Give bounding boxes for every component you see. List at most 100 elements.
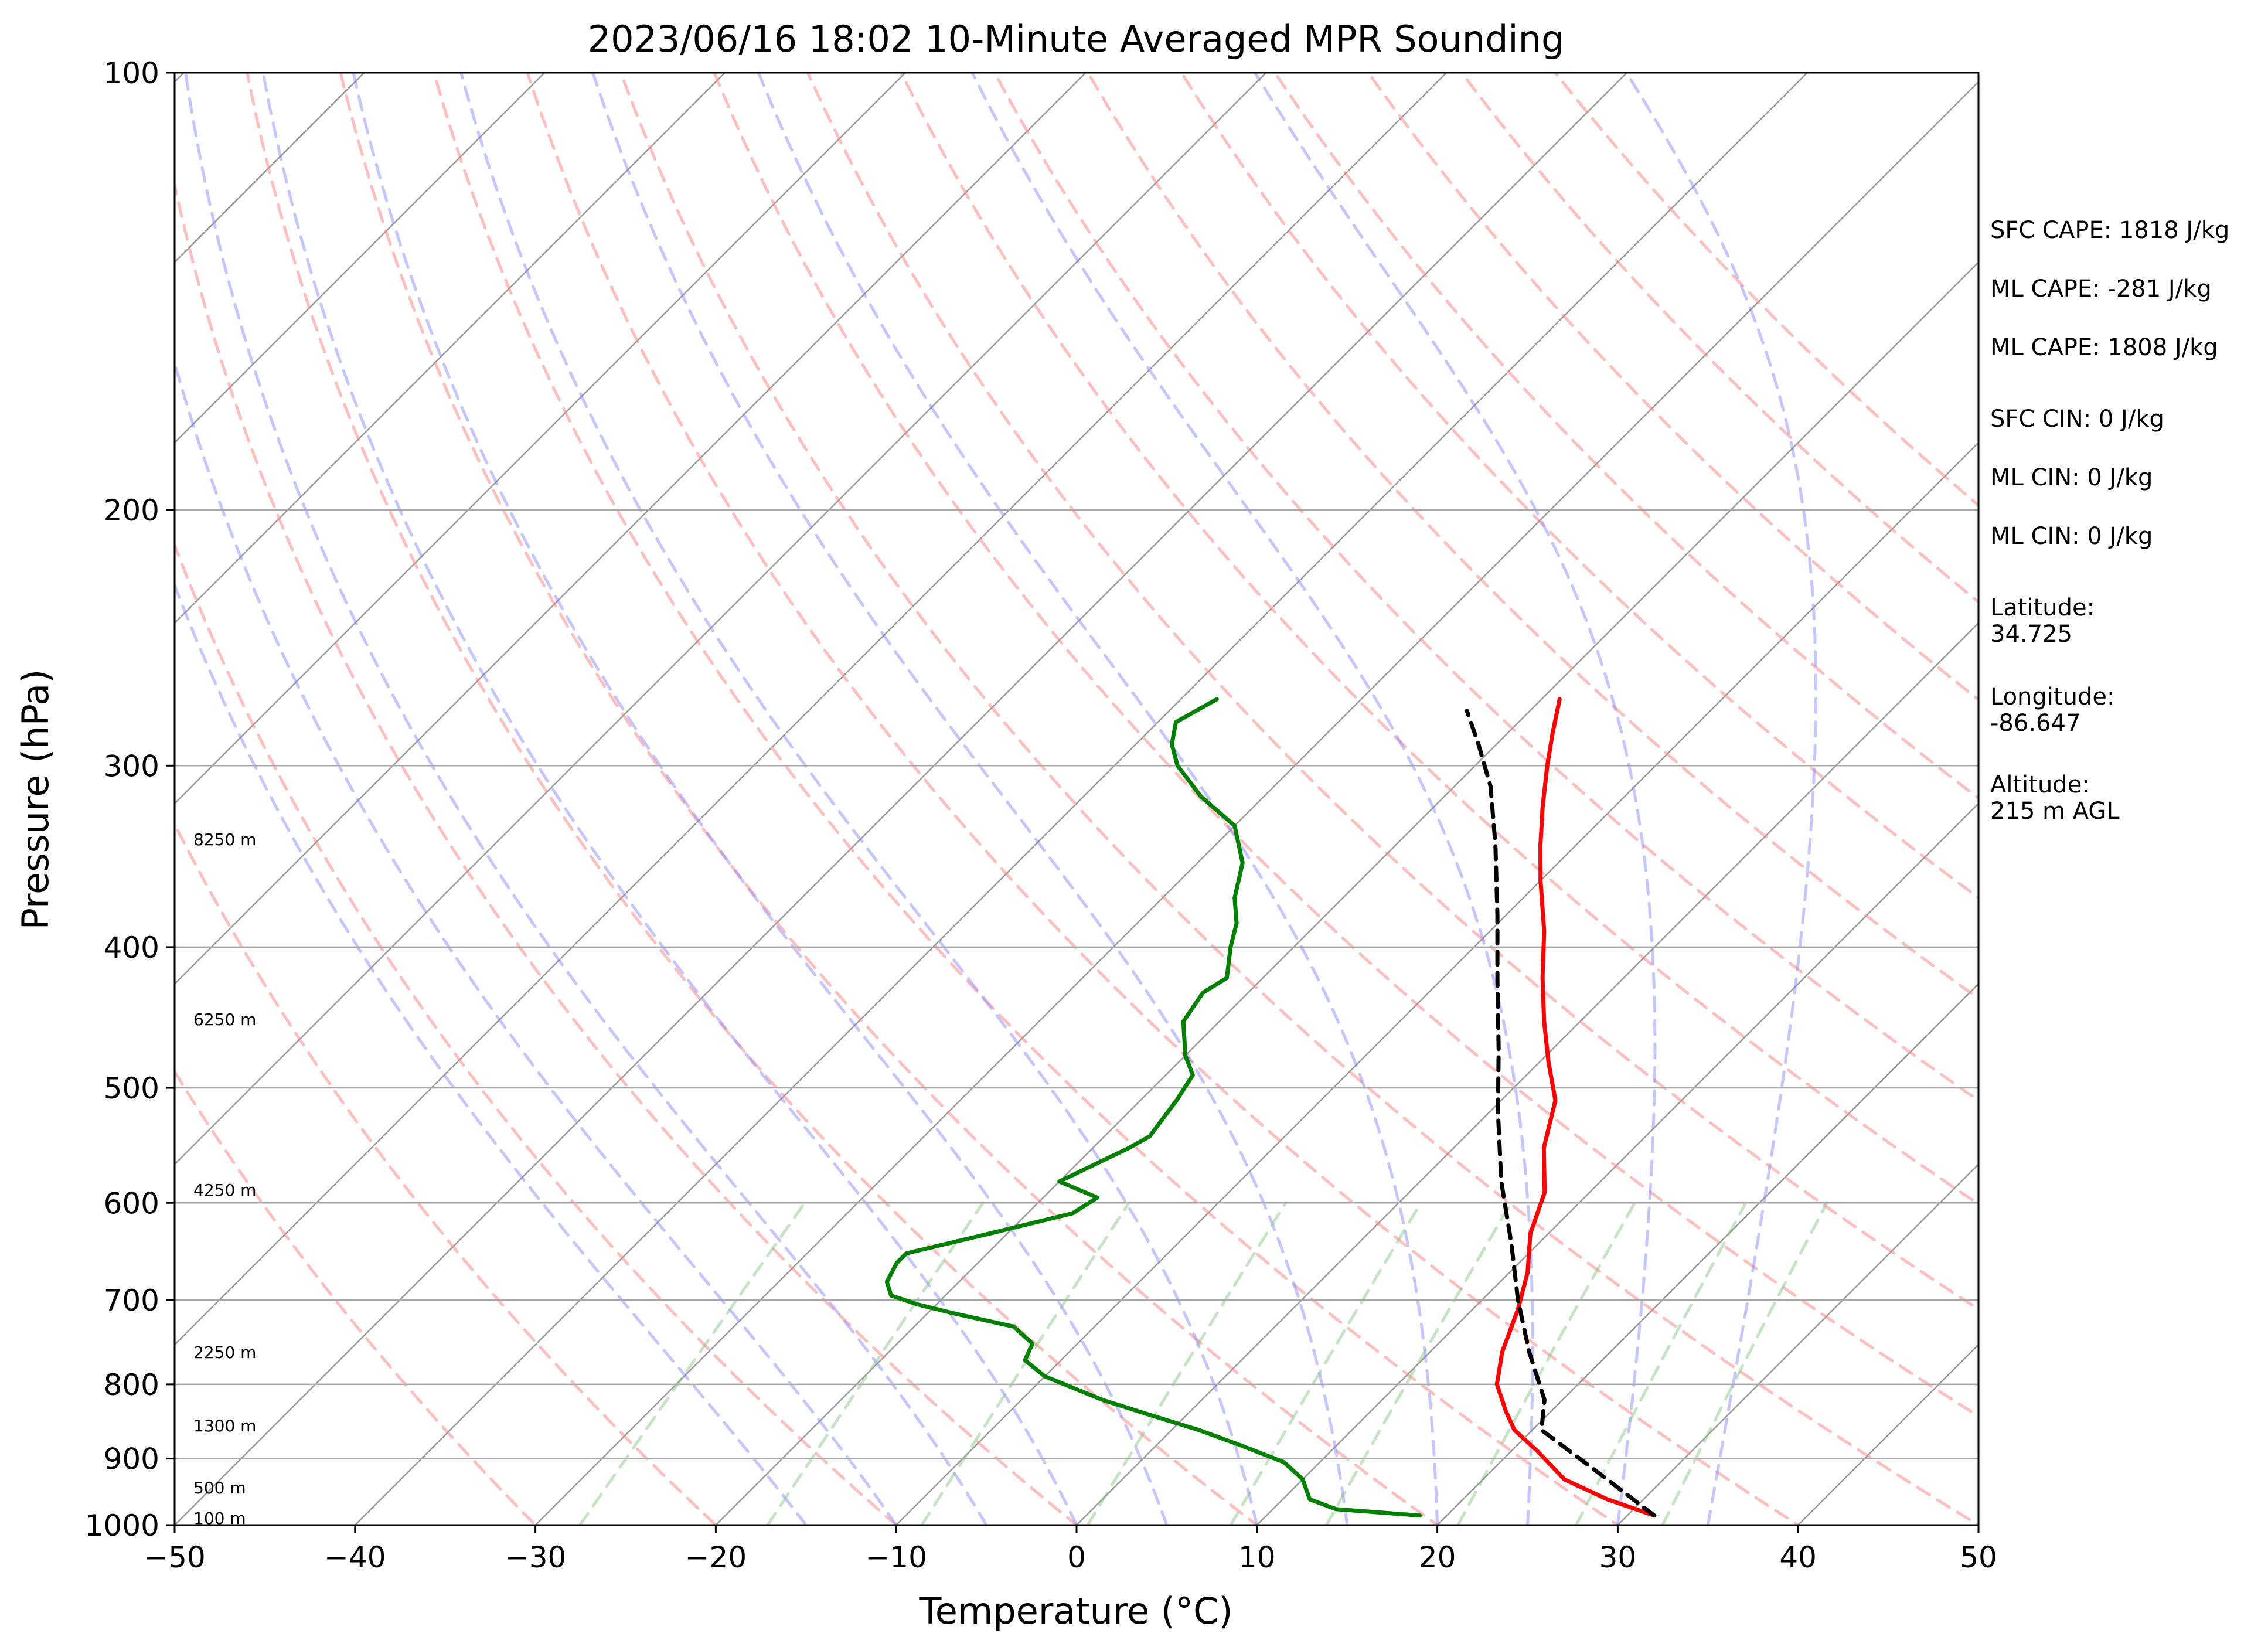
altitude-label: 100 m bbox=[193, 1509, 246, 1528]
y-tick-label: 400 bbox=[104, 931, 159, 965]
dry-adiabat-line bbox=[1086, 73, 1978, 1001]
y-axis-ticks: 100 200 300 400 500 600 700 800 900 1000 bbox=[85, 56, 175, 1543]
isotherm-line bbox=[1436, 982, 1978, 1525]
y-tick-label: 1000 bbox=[85, 1509, 159, 1543]
dry-adiabat-line bbox=[1553, 73, 1978, 508]
moist-adiabat-line bbox=[352, 73, 1169, 1525]
location-label: Longitude: bbox=[1990, 683, 2114, 710]
mixing-ratio-line bbox=[1086, 1201, 1288, 1525]
isotherm-line bbox=[895, 441, 1978, 1525]
moist-adiabat-line bbox=[175, 358, 898, 1525]
isotherm-line bbox=[534, 80, 1978, 1525]
isotherm-line bbox=[1256, 802, 1978, 1525]
mixing-ratio-line bbox=[920, 1201, 1130, 1525]
mixing-ratio-line bbox=[578, 1201, 806, 1525]
isotherm-line bbox=[175, 73, 726, 624]
stat-line: ML CAPE: -281 J/kg bbox=[1990, 275, 2212, 302]
x-tick-label: −50 bbox=[144, 1540, 206, 1574]
altitude-label: 4250 m bbox=[193, 1180, 256, 1200]
y-tick-label: 200 bbox=[104, 494, 159, 528]
altitude-label: 2250 m bbox=[193, 1343, 256, 1362]
dry-adiabat-line bbox=[246, 73, 1260, 1525]
isotherm-line bbox=[175, 73, 907, 805]
moist-adiabat-line bbox=[1625, 73, 1818, 1525]
x-tick-label: −30 bbox=[505, 1540, 567, 1574]
isotherm-line bbox=[175, 73, 1268, 1166]
dewpoint-line bbox=[884, 697, 1422, 1518]
moist-adiabat-line bbox=[459, 73, 1259, 1525]
altitude-labels: 8250 m 6250 m 4250 m 2250 m 1300 m 500 m 100 m bbox=[193, 830, 256, 1528]
isotherm-line bbox=[175, 73, 546, 444]
moist-adiabat-line bbox=[184, 73, 988, 1525]
y-tick-label: 500 bbox=[104, 1071, 159, 1105]
mixing-ratio-line bbox=[1456, 1201, 1636, 1525]
stat-line: ML CIN: 0 J/kg bbox=[1990, 523, 2153, 550]
x-tick-label: 50 bbox=[1960, 1540, 1997, 1574]
x-tick-label: 0 bbox=[1067, 1540, 1086, 1574]
sounding-stats: SFC CAPE: 1818 J/kg ML CAPE: -281 J/kg ML … bbox=[1990, 217, 2229, 825]
x-tick-label: 20 bbox=[1419, 1540, 1456, 1574]
chart-title: 2023/06/16 18:02 10-Minute Averaged MPR … bbox=[588, 18, 1565, 60]
isotherm-line bbox=[175, 73, 1448, 1346]
temperature-line bbox=[1494, 697, 1657, 1518]
altitude-label: 6250 m bbox=[193, 1010, 256, 1029]
dry-adiabat-line bbox=[526, 73, 1801, 1525]
dry-adiabat-line bbox=[175, 821, 718, 1525]
dry-adiabat-line bbox=[339, 73, 1441, 1525]
location-label: Altitude: bbox=[1990, 771, 2090, 798]
dry-adiabat-line bbox=[1273, 73, 1978, 800]
isotherm-line bbox=[714, 261, 1978, 1525]
x-tick-label: 10 bbox=[1238, 1540, 1276, 1574]
x-tick-label: −20 bbox=[685, 1540, 747, 1574]
dry-adiabat-line bbox=[175, 541, 899, 1525]
moist-adiabat-line bbox=[261, 73, 1078, 1525]
dry-adiabat-line bbox=[993, 73, 1978, 1102]
dry-adiabat-line bbox=[806, 73, 1978, 1311]
isotherm-line bbox=[175, 73, 1628, 1525]
moist-adiabat-line bbox=[591, 73, 1349, 1525]
y-tick-label: 900 bbox=[104, 1442, 159, 1476]
location-label: Latitude: bbox=[1990, 594, 2095, 621]
moist-adiabat-line bbox=[175, 581, 808, 1525]
dry-adiabat-line bbox=[619, 73, 1978, 1525]
moist-adiabat-line bbox=[970, 73, 1534, 1525]
sounding-series bbox=[884, 697, 1657, 1518]
location-value: -86.647 bbox=[1990, 710, 2080, 737]
moist-adiabat-line bbox=[1253, 73, 1657, 1525]
y-axis-label: Pressure (hPa) bbox=[14, 669, 57, 930]
stat-line: SFC CAPE: 1818 J/kg bbox=[1990, 217, 2229, 244]
stat-line: SFC CIN: 0 J/kg bbox=[1990, 406, 2164, 433]
mixing-ratio-line bbox=[1324, 1201, 1513, 1525]
mixing-ratio-line bbox=[1661, 1201, 1828, 1525]
y-tick-label: 700 bbox=[104, 1284, 159, 1318]
mixing-ratio-line bbox=[1575, 1201, 1748, 1525]
y-tick-label: 600 bbox=[104, 1186, 159, 1220]
location-value: 34.725 bbox=[1990, 621, 2072, 648]
isotherm-line bbox=[175, 73, 1087, 985]
y-tick-label: 800 bbox=[104, 1368, 159, 1402]
isotherm-line bbox=[1616, 1163, 1978, 1525]
stat-line: ML CIN: 0 J/kg bbox=[1990, 464, 2153, 491]
isotherm-line bbox=[1075, 622, 1978, 1525]
x-axis-label: Temperature (°C) bbox=[918, 1590, 1232, 1632]
x-tick-label: 40 bbox=[1779, 1540, 1817, 1574]
y-tick-label: 100 bbox=[104, 56, 159, 90]
background-lines bbox=[175, 73, 1978, 1525]
dry-adiabat-line bbox=[433, 73, 1620, 1525]
x-tick-label: −40 bbox=[324, 1540, 386, 1574]
x-tick-label: 30 bbox=[1599, 1540, 1637, 1574]
isotherm-line bbox=[354, 73, 1809, 1525]
parcel-line bbox=[1465, 709, 1657, 1518]
mixing-ratio-line bbox=[766, 1201, 985, 1525]
dry-adiabat-line bbox=[1460, 73, 1978, 604]
altitude-label: 1300 m bbox=[193, 1416, 256, 1435]
x-axis-ticks: −50 −40 −30 −20 −10 0 10 20 30 40 50 bbox=[144, 1525, 1997, 1574]
stat-line: ML CAPE: 1808 J/kg bbox=[1990, 334, 2218, 361]
x-tick-label: −10 bbox=[865, 1540, 927, 1574]
dry-adiabat-line bbox=[713, 73, 1978, 1418]
moist-adiabat-line bbox=[757, 73, 1439, 1525]
dry-adiabat-line bbox=[1366, 73, 1978, 702]
altitude-label: 500 m bbox=[193, 1478, 246, 1498]
y-tick-label: 300 bbox=[104, 749, 159, 783]
